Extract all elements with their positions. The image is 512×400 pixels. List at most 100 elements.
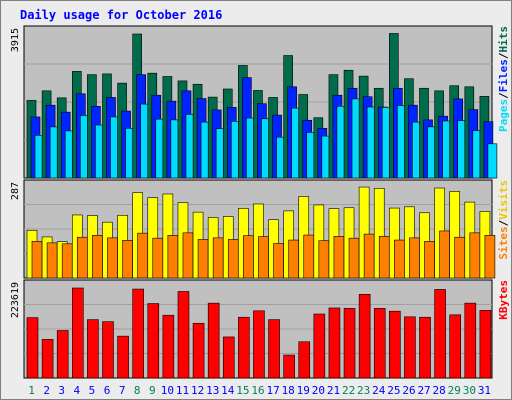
chart-title: Daily usage for October 2016	[20, 8, 222, 22]
sites-bar	[61, 243, 73, 279]
day-label: 4	[74, 384, 81, 397]
sites-bar	[273, 243, 284, 279]
day-label: 21	[327, 384, 340, 397]
kbytes-bar	[192, 322, 205, 379]
day-label: 11	[176, 384, 189, 397]
sites-bar	[197, 239, 209, 279]
legend-separator: /	[497, 92, 510, 99]
sites-bar	[92, 235, 103, 279]
kbytes-bar	[132, 288, 144, 379]
kbytes-bar	[71, 287, 84, 379]
sites-bar	[182, 232, 194, 279]
sites-bar	[439, 230, 450, 279]
day-label: 26	[402, 384, 415, 397]
day-label: 9	[149, 384, 156, 397]
day-label: 15	[236, 384, 249, 397]
y-max-label: 287	[10, 182, 21, 200]
sites-bar	[348, 237, 360, 279]
day-label: 13	[206, 384, 219, 397]
day-label: 2	[43, 384, 50, 397]
kbytes-bar	[328, 307, 341, 379]
kbytes-bar	[419, 316, 431, 379]
sites-bar	[243, 235, 254, 279]
x-axis-labels: 1 2 3 4 5 6 7 8 9 10 11 12 13 14 15 16 17 18 19 20 21 22 23 24 2…	[28, 384, 491, 397]
sites-bar	[137, 232, 148, 279]
sites-bar	[227, 239, 239, 279]
sites-bar	[409, 237, 420, 279]
sites-bar	[152, 237, 164, 279]
legend-middle: Sites/Visits	[497, 180, 510, 260]
sites-bar	[333, 235, 345, 279]
kbytes-bar	[373, 308, 386, 379]
panel-kbytes: 223619 KBytes	[10, 279, 510, 379]
day-label: 7	[119, 384, 126, 397]
kbytes-bar	[404, 316, 416, 379]
day-label: 3	[58, 384, 65, 397]
kbytes-bar	[56, 330, 69, 379]
sites-bar	[378, 235, 390, 279]
day-label: 6	[104, 384, 111, 397]
legend-item-files: Files	[497, 59, 510, 92]
day-label: 5	[89, 384, 96, 397]
sites-bar	[454, 236, 466, 279]
sites-bar	[288, 239, 299, 279]
legend-separator: /	[497, 52, 510, 59]
kbytes-bar	[41, 339, 54, 379]
sites-bar	[31, 241, 43, 279]
kbytes-bar	[358, 293, 371, 379]
legend-separator: /	[497, 219, 510, 226]
kbytes-bar	[162, 314, 175, 379]
day-label: 14	[221, 384, 235, 397]
legend-item-kbytes: KBytes	[497, 280, 510, 320]
day-label: 12	[191, 384, 204, 397]
day-label: 30	[463, 384, 476, 397]
sites-bar	[484, 235, 496, 279]
kbytes-bar	[102, 321, 114, 379]
y-max-label: 223619	[10, 282, 21, 318]
day-label: 16	[251, 384, 264, 397]
kbytes-bar	[449, 314, 462, 379]
kbytes-bar	[222, 336, 235, 379]
sites-bar	[122, 240, 133, 279]
kbytes-bar	[343, 308, 356, 379]
day-label: 28	[433, 384, 446, 397]
kbytes-bar	[253, 310, 265, 379]
kbytes-bar	[147, 303, 160, 379]
panel-visits-sites: 287 Sites/Visits	[10, 179, 510, 279]
kbytes-bar	[464, 302, 477, 379]
sites-bar	[363, 233, 375, 279]
day-label: 1	[28, 384, 35, 397]
sites-bar	[303, 234, 315, 279]
kbytes-bar	[238, 316, 250, 379]
sites-bar	[107, 237, 118, 279]
sites-bar	[469, 232, 481, 279]
day-label: 8	[134, 384, 141, 397]
legend-top: Pages/Files/Hits	[497, 26, 510, 132]
kbytes-bar	[479, 310, 492, 379]
sites-bar	[394, 239, 405, 279]
day-label: 17	[266, 384, 279, 397]
day-label: 25	[387, 384, 400, 397]
kbytes-bar	[268, 319, 280, 379]
kbytes-bar	[434, 289, 446, 379]
kbytes-bar	[313, 313, 326, 379]
legend-item-hits: Hits	[497, 26, 510, 53]
sites-bar	[46, 242, 58, 279]
sites-bar	[318, 240, 330, 279]
day-label: 20	[312, 384, 325, 397]
day-label: 23	[357, 384, 370, 397]
day-label: 31	[478, 384, 491, 397]
pages-bar	[487, 143, 498, 179]
sites-bar	[76, 236, 88, 279]
day-label: 22	[342, 384, 355, 397]
day-label: 19	[297, 384, 310, 397]
day-label: 24	[372, 384, 386, 397]
day-label: 18	[282, 384, 295, 397]
day-label: 10	[161, 384, 174, 397]
kbytes-bar	[207, 302, 220, 379]
day-label: 27	[417, 384, 430, 397]
y-max-label: 3915	[10, 28, 21, 52]
sites-bar	[258, 236, 269, 279]
